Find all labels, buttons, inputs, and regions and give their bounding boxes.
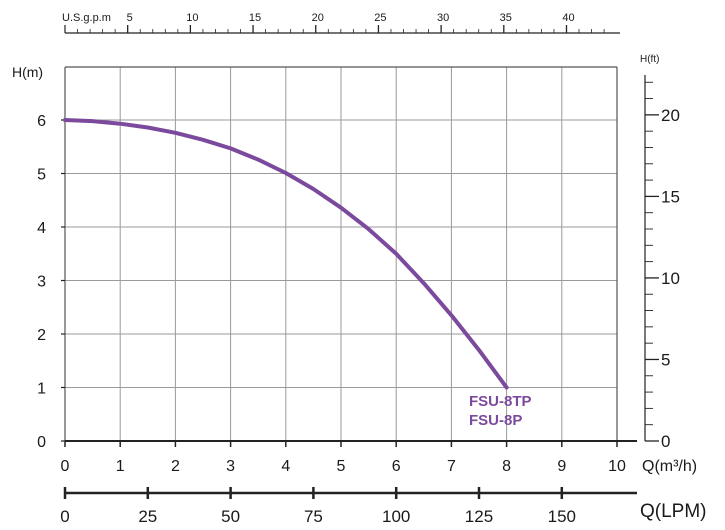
y-tick-label: 2: [37, 327, 46, 344]
x-tick-label: 6: [392, 458, 401, 475]
y-tick-label: 3: [37, 274, 46, 291]
series-label-fsu-8p: FSU-8P: [469, 412, 522, 429]
lpm-axis-title: Q(LPM): [640, 501, 707, 522]
right-axis-tick-label: 5: [661, 350, 670, 369]
lpm-axis-tick-label: 125: [465, 507, 493, 525]
y-tick-label: 1: [37, 381, 46, 398]
x-tick-label: 9: [557, 458, 566, 475]
lpm-axis-tick-label: 25: [138, 507, 157, 525]
x-tick-label: 0: [61, 458, 70, 475]
series-line: [63, 118, 509, 390]
top-axis-tick-label: 25: [374, 12, 386, 24]
bottom-axis-lpm: 0 25 50 75 100 125 150: [60, 487, 637, 526]
plot-frame: [64, 66, 618, 441]
y-tick-label: 6: [37, 113, 46, 130]
top-axis-tick-label: 30: [437, 12, 449, 24]
series-layer: [63, 118, 509, 390]
top-axis-tick-label: 15: [249, 12, 261, 24]
x-tick-label: 10: [608, 458, 626, 475]
top-axis-tick-label: 10: [186, 12, 198, 24]
y-tick-label: 0: [37, 434, 46, 451]
x-tick-label: 1: [116, 458, 125, 475]
series-label-fsu-8tp: FSU-8TP: [469, 393, 532, 410]
y-tick-label: 4: [37, 220, 46, 237]
grid: [65, 67, 617, 441]
right-axis-tick-label: 15: [661, 187, 680, 206]
top-axis-title: U.S.g.p.m: [62, 12, 111, 24]
lpm-axis-tick-label: 0: [60, 507, 69, 525]
left-axis-m: 0 1 2 3 4 5 6: [37, 113, 65, 451]
lpm-axis-tick-label: 100: [382, 507, 410, 525]
x-tick-label: 4: [281, 458, 290, 475]
right-axis-ft: 0 5 10 15 20: [644, 75, 680, 451]
right-axis-title: H(ft): [640, 54, 659, 65]
x-tick-label: 5: [337, 458, 346, 475]
x-tick-label: 3: [226, 458, 235, 475]
top-axis-tick-label: 35: [500, 12, 512, 24]
lpm-axis-tick-label: 75: [304, 507, 323, 525]
right-axis-tick-label: 0: [661, 432, 670, 451]
x-axis-title: Q(m³/h): [642, 458, 697, 475]
right-axis-tick-label: 20: [661, 106, 680, 125]
top-axis-tick-label: 20: [312, 12, 324, 24]
x-tick-label: 8: [502, 458, 511, 475]
top-axis-gpm: 5 10 15 20 25 30 35 40: [64, 12, 620, 34]
top-axis-tick-label: 40: [562, 12, 574, 24]
lpm-axis-tick-label: 150: [548, 507, 576, 525]
lpm-axis-tick-label: 50: [221, 507, 240, 525]
y-tick-label: 5: [37, 167, 46, 184]
x-tick-label: 7: [447, 458, 456, 475]
y-axis-title: H(m): [12, 64, 43, 80]
right-axis-tick-label: 10: [661, 269, 680, 288]
top-axis-tick-label: 5: [127, 12, 133, 24]
x-tick-label: 2: [171, 458, 180, 475]
x-axis-m3h: 0 1 2 3 4 5 6 7 8 9 10: [61, 440, 637, 475]
